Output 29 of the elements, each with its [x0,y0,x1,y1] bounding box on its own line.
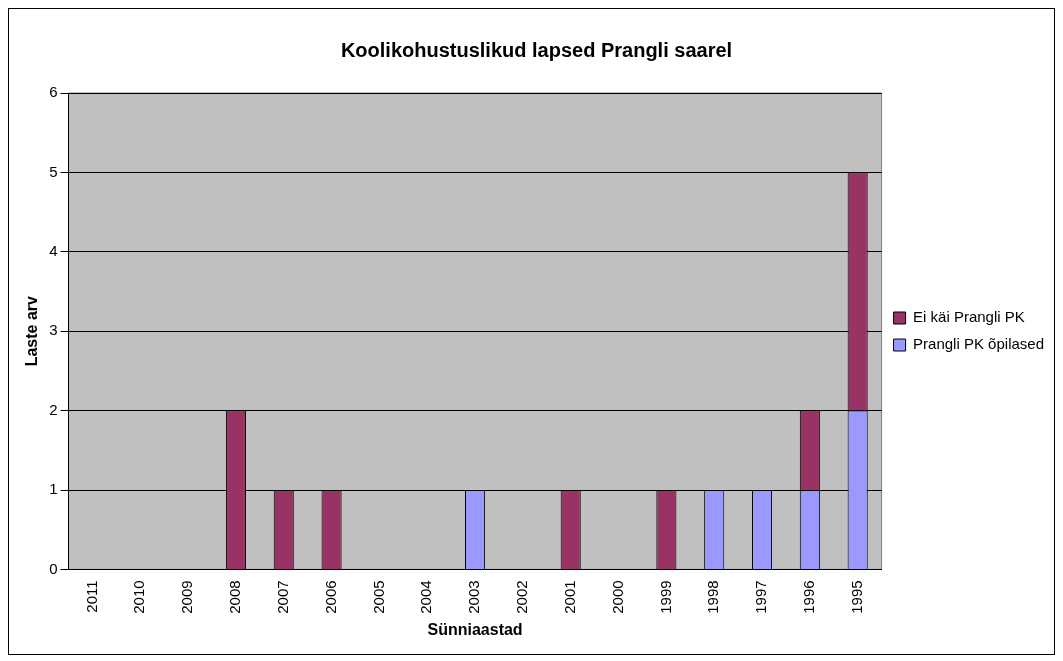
y-tick-label: 5 [49,162,58,180]
x-tick-label: 2001 [560,580,578,614]
x-tick-label: 1999 [656,580,674,614]
x-tick-label: 1995 [847,580,865,614]
x-tick-label: 2007 [273,580,291,614]
y-axis-title: Laste arv [23,295,41,367]
x-axis-title: Sünniaastad [427,620,523,638]
y-tick-label: 3 [49,321,58,339]
x-tick-label: 1996 [799,580,817,614]
x-tick-label: 2011 [82,580,100,613]
x-tick-label: 2000 [608,580,626,614]
x-tick-label: 1998 [704,580,722,614]
x-tick-label: 2010 [130,580,148,614]
y-tick-label: 6 [49,83,58,101]
y-tick-label: 4 [49,241,58,259]
x-tick-label: 2008 [226,580,244,614]
x-tick-label: 2009 [178,580,196,614]
legend-label: Ei käi Prangli PK [913,308,1025,326]
x-tick-label: 2002 [513,580,531,614]
x-tick-label: 1997 [752,580,770,614]
x-tick-label: 2003 [465,580,483,614]
y-tick-label: 0 [49,559,58,577]
y-tick-label: 2 [49,400,58,418]
x-tick-label: 2004 [417,580,435,614]
y-tick-label: 1 [49,480,58,498]
legend-label: Prangli PK õpilased [913,335,1045,353]
x-tick-label: 2005 [369,580,387,614]
x-tick-label: 2006 [321,580,339,614]
chart-title: Koolikohustuslikud lapsed Prangli saarel [340,38,733,61]
